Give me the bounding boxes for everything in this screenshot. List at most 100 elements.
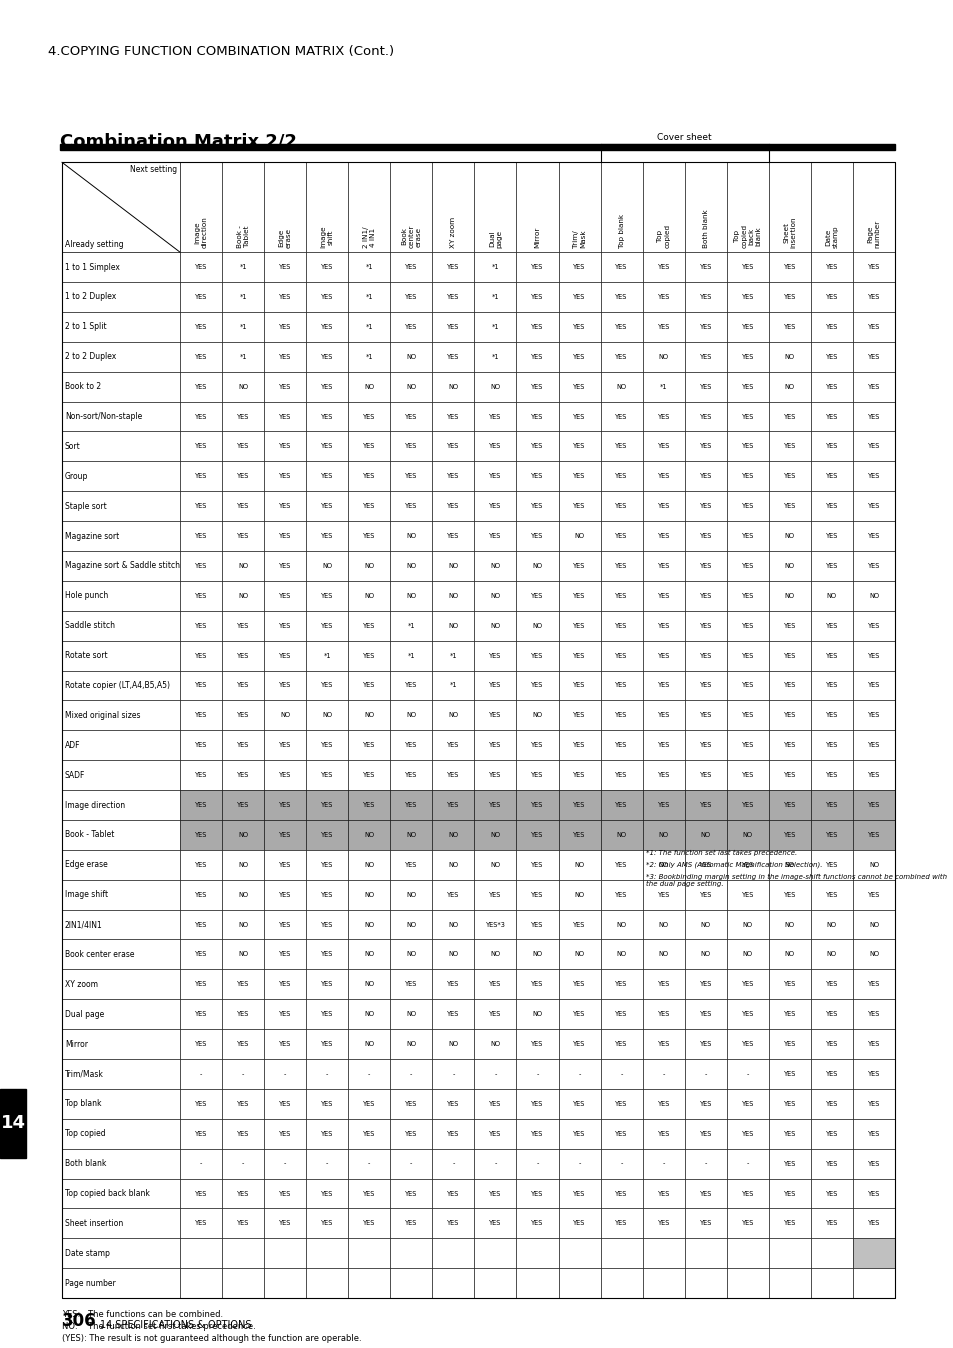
Text: YES: YES xyxy=(825,682,838,689)
Text: 14: 14 xyxy=(1,1115,26,1132)
Bar xyxy=(684,969,726,999)
Text: YES: YES xyxy=(194,1190,207,1197)
Text: YES: YES xyxy=(657,563,669,569)
Text: YES:   The functions can be combined.: YES: The functions can be combined. xyxy=(62,1310,223,1320)
Text: YES: YES xyxy=(615,1131,627,1136)
Bar xyxy=(852,701,894,731)
Text: YES: YES xyxy=(867,443,880,449)
Bar xyxy=(726,670,768,701)
Text: YES: YES xyxy=(363,682,375,689)
Bar xyxy=(726,1148,768,1178)
Bar xyxy=(306,849,348,880)
Text: YES: YES xyxy=(194,772,207,778)
Text: YES: YES xyxy=(573,1131,585,1136)
Text: Image direction: Image direction xyxy=(65,801,125,810)
Text: YES: YES xyxy=(531,294,543,301)
Bar xyxy=(390,252,432,282)
Text: Rotate sort: Rotate sort xyxy=(65,651,108,661)
Text: Top blank: Top blank xyxy=(65,1100,101,1108)
Text: *1: *1 xyxy=(239,353,247,360)
Bar xyxy=(726,1119,768,1148)
Text: NO: NO xyxy=(448,384,458,390)
Bar xyxy=(726,311,768,342)
Bar xyxy=(684,402,726,431)
Text: YES: YES xyxy=(657,414,669,419)
Bar xyxy=(474,820,516,849)
Text: YES: YES xyxy=(867,353,880,360)
Bar xyxy=(600,311,642,342)
Text: YES: YES xyxy=(573,1011,585,1018)
Bar xyxy=(684,581,726,611)
Text: Sheet insertion: Sheet insertion xyxy=(65,1219,123,1228)
Bar xyxy=(642,581,684,611)
Text: -: - xyxy=(619,1161,622,1166)
Bar xyxy=(348,342,390,372)
Text: YES: YES xyxy=(278,324,291,330)
Bar xyxy=(62,1119,180,1148)
Bar xyxy=(516,1208,558,1239)
Bar xyxy=(180,282,222,311)
Text: Image
direction: Image direction xyxy=(194,217,208,248)
Text: Sheet
insertion: Sheet insertion xyxy=(782,217,796,248)
Text: NO: NO xyxy=(238,563,248,569)
Bar xyxy=(264,551,306,581)
Text: YES: YES xyxy=(573,563,585,569)
Text: NO: NO xyxy=(364,861,374,868)
Bar xyxy=(474,1268,516,1298)
Text: YES: YES xyxy=(489,473,501,480)
Text: YES: YES xyxy=(782,1161,795,1166)
Text: YES: YES xyxy=(573,1101,585,1107)
Bar xyxy=(474,491,516,522)
Bar xyxy=(264,880,306,910)
Text: YES: YES xyxy=(615,981,627,987)
Text: YES: YES xyxy=(867,563,880,569)
Bar xyxy=(432,640,474,670)
Bar xyxy=(684,1239,726,1268)
Bar xyxy=(474,670,516,701)
Bar xyxy=(348,162,390,252)
Bar xyxy=(348,731,390,760)
Bar xyxy=(768,1148,810,1178)
Text: YES: YES xyxy=(194,1041,207,1047)
Text: YES: YES xyxy=(867,264,880,270)
Text: YES: YES xyxy=(236,772,249,778)
Text: YES: YES xyxy=(825,712,838,718)
Bar xyxy=(348,311,390,342)
Bar xyxy=(348,701,390,731)
Text: YES: YES xyxy=(194,682,207,689)
Bar xyxy=(810,1239,852,1268)
Bar xyxy=(600,1089,642,1119)
Bar xyxy=(768,402,810,431)
Text: YES: YES xyxy=(699,1131,711,1136)
Text: YES: YES xyxy=(573,384,585,390)
Bar xyxy=(642,611,684,640)
Text: Page
number: Page number xyxy=(866,220,880,248)
Text: YES: YES xyxy=(489,443,501,449)
Text: YES: YES xyxy=(867,981,880,987)
Bar xyxy=(222,760,264,790)
Text: YES: YES xyxy=(825,1220,838,1227)
Bar xyxy=(642,1268,684,1298)
Bar xyxy=(390,581,432,611)
Text: YES: YES xyxy=(489,743,501,748)
Text: YES: YES xyxy=(320,981,333,987)
Bar xyxy=(432,372,474,402)
Text: YES: YES xyxy=(867,1131,880,1136)
Bar xyxy=(306,701,348,731)
Text: NO: NO xyxy=(364,712,374,718)
Bar xyxy=(180,1208,222,1239)
Text: YES: YES xyxy=(867,891,880,898)
Text: -: - xyxy=(368,1070,370,1077)
Text: Date
stamp: Date stamp xyxy=(824,225,838,248)
Bar xyxy=(558,640,600,670)
Bar xyxy=(516,431,558,461)
Text: YES: YES xyxy=(405,264,417,270)
Text: 306: 306 xyxy=(62,1312,96,1330)
Bar xyxy=(180,402,222,431)
Text: YES: YES xyxy=(782,1070,795,1077)
Bar xyxy=(516,162,558,252)
Text: NO: NO xyxy=(406,832,416,838)
Text: YES: YES xyxy=(782,1011,795,1018)
Bar xyxy=(390,940,432,969)
Bar xyxy=(306,1119,348,1148)
